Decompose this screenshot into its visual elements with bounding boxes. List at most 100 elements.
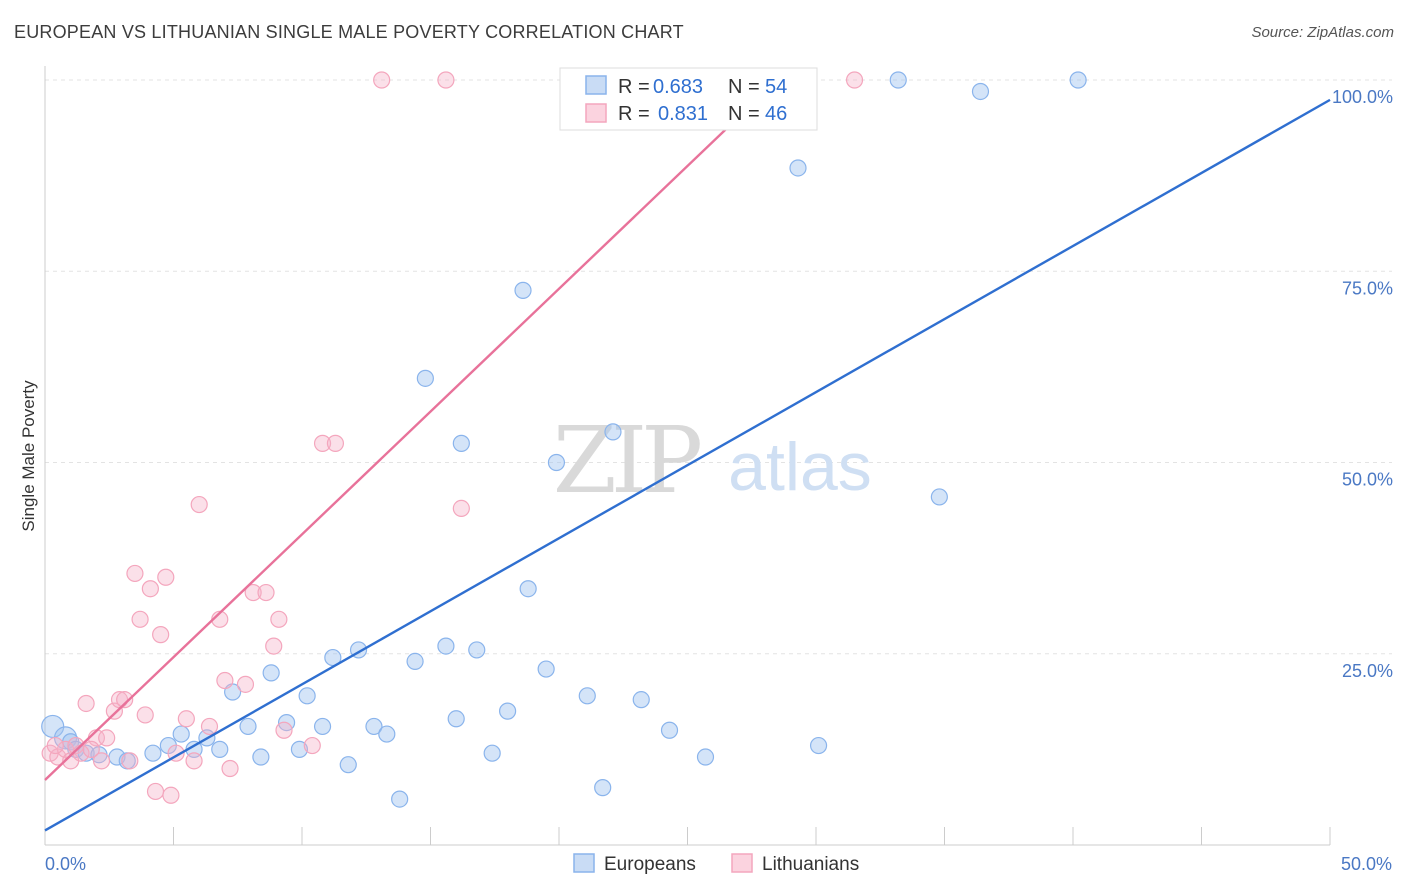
grid-lines bbox=[45, 79, 1392, 655]
european-point bbox=[594, 779, 612, 797]
european-point bbox=[416, 369, 434, 387]
y-tick-label: 100.0% bbox=[1332, 87, 1393, 107]
lithuanian-point bbox=[326, 434, 345, 452]
european-point bbox=[298, 687, 316, 705]
european-point bbox=[144, 744, 162, 762]
lithuanian-point bbox=[275, 721, 293, 739]
x-tick-label: 0.0% bbox=[45, 854, 86, 874]
european-point bbox=[172, 725, 190, 743]
legend-swatch-lithuanians bbox=[585, 103, 607, 123]
european-point bbox=[971, 82, 990, 101]
european-point bbox=[483, 744, 501, 762]
bottom-legend: Europeans Lithuanians bbox=[573, 853, 859, 875]
lithuanian-point bbox=[131, 610, 149, 628]
lithuanian-point bbox=[141, 580, 159, 598]
european-trend-line bbox=[44, 98, 1331, 832]
chart-source: Source: ZipAtlas.com bbox=[1251, 24, 1394, 41]
lithuanian-point bbox=[126, 564, 144, 583]
european-point bbox=[211, 740, 229, 758]
european-point bbox=[499, 702, 517, 720]
lithuanian-point bbox=[244, 583, 262, 602]
x-tick-label: 50.0% bbox=[1341, 854, 1392, 874]
lithuanian-point bbox=[82, 740, 100, 758]
lithuanian-point bbox=[221, 759, 239, 778]
legend-swatch-europeans bbox=[585, 75, 607, 95]
lithuanian-point bbox=[200, 717, 219, 736]
lithuanian-point bbox=[270, 610, 288, 628]
european-point bbox=[452, 434, 470, 452]
european-point bbox=[313, 717, 332, 736]
legend-n-value-europeans: 54 bbox=[765, 76, 787, 98]
legend-r-label-europeans: R = bbox=[618, 76, 650, 98]
european-point bbox=[889, 71, 907, 89]
lithuanian-point bbox=[77, 694, 95, 713]
european-point bbox=[468, 641, 486, 659]
lithuanian-point bbox=[121, 752, 139, 770]
european-point bbox=[809, 736, 828, 755]
legend-r-value-lithuanians: 0.831 bbox=[658, 103, 708, 125]
european-point bbox=[578, 687, 596, 705]
lithuanian-point bbox=[236, 675, 255, 693]
watermark-atlas: atlas bbox=[728, 429, 872, 505]
lithuanian-point bbox=[46, 736, 64, 755]
bottom-legend-swatch-europeans bbox=[573, 853, 595, 873]
european-point bbox=[262, 664, 280, 682]
european-point bbox=[290, 740, 309, 758]
y-tick-label: 25.0% bbox=[1342, 661, 1393, 681]
european-point bbox=[537, 660, 555, 678]
legend-n-value-lithuanians: 46 bbox=[765, 103, 787, 125]
lithuanian-point bbox=[146, 782, 165, 801]
axes bbox=[44, 66, 1331, 846]
lithuanian-point bbox=[152, 626, 170, 644]
lithuanian-point bbox=[303, 736, 321, 755]
y-tick-label: 75.0% bbox=[1342, 278, 1393, 298]
european-point bbox=[1069, 71, 1087, 89]
lithuanian-point bbox=[177, 710, 195, 728]
lithuanian-point bbox=[116, 691, 134, 709]
lithuanian-point bbox=[157, 568, 175, 586]
european-point bbox=[789, 159, 807, 177]
lithuanian-point bbox=[265, 637, 283, 655]
lithuanian-point bbox=[136, 706, 154, 724]
european-point bbox=[632, 691, 650, 709]
lithuanian-point bbox=[162, 786, 180, 804]
bottom-legend-label-lithuanians: Lithuanians bbox=[762, 854, 859, 875]
european-point bbox=[406, 652, 424, 671]
legend-r-value-europeans: 0.683 bbox=[653, 76, 703, 98]
european-point bbox=[437, 637, 455, 655]
lithuanian-point bbox=[190, 495, 208, 514]
european-point bbox=[391, 790, 409, 808]
lithuanian-trend-line bbox=[44, 79, 779, 781]
tick-labels: 25.0% 50.0% 75.0% 100.0% 0.0% 50.0% bbox=[45, 87, 1393, 874]
y-axis-label: Single Male Poverty bbox=[19, 380, 38, 532]
legend-n-label-lithuanians: N = bbox=[728, 103, 760, 125]
lithuanian-point bbox=[92, 752, 111, 770]
lithuanian-point bbox=[216, 671, 234, 690]
european-point bbox=[378, 725, 396, 743]
european-point bbox=[604, 423, 622, 441]
european-point bbox=[930, 488, 948, 506]
european-point bbox=[696, 748, 715, 766]
chart-title: EUROPEAN VS LITHUANIAN SINGLE MALE POVER… bbox=[14, 22, 684, 42]
bottom-legend-swatch-lithuanians bbox=[731, 853, 753, 873]
european-point bbox=[252, 748, 270, 766]
watermark: ZIP atlas bbox=[553, 407, 872, 514]
lithuanian-point bbox=[313, 434, 332, 452]
european-point bbox=[660, 721, 679, 739]
european-point bbox=[519, 580, 537, 598]
bottom-legend-label-europeans: Europeans bbox=[604, 854, 696, 875]
y-tick-label: 50.0% bbox=[1342, 470, 1393, 490]
lithuanian-point bbox=[257, 583, 275, 602]
lithuanian-point bbox=[98, 729, 116, 747]
legend-r-label-lithuanians: R = bbox=[618, 103, 650, 125]
trend-lines bbox=[44, 79, 1331, 832]
european-point bbox=[447, 710, 465, 728]
watermark-zip: ZIP bbox=[553, 407, 700, 514]
lithuanian-point bbox=[452, 499, 470, 517]
european-point bbox=[547, 453, 566, 472]
lithuanian-point bbox=[373, 71, 391, 89]
legend: R = 0.683 N = 54 R = 0.831 N = 46 bbox=[559, 67, 818, 131]
lithuanian-point bbox=[845, 71, 864, 89]
points-layer bbox=[41, 71, 1087, 808]
